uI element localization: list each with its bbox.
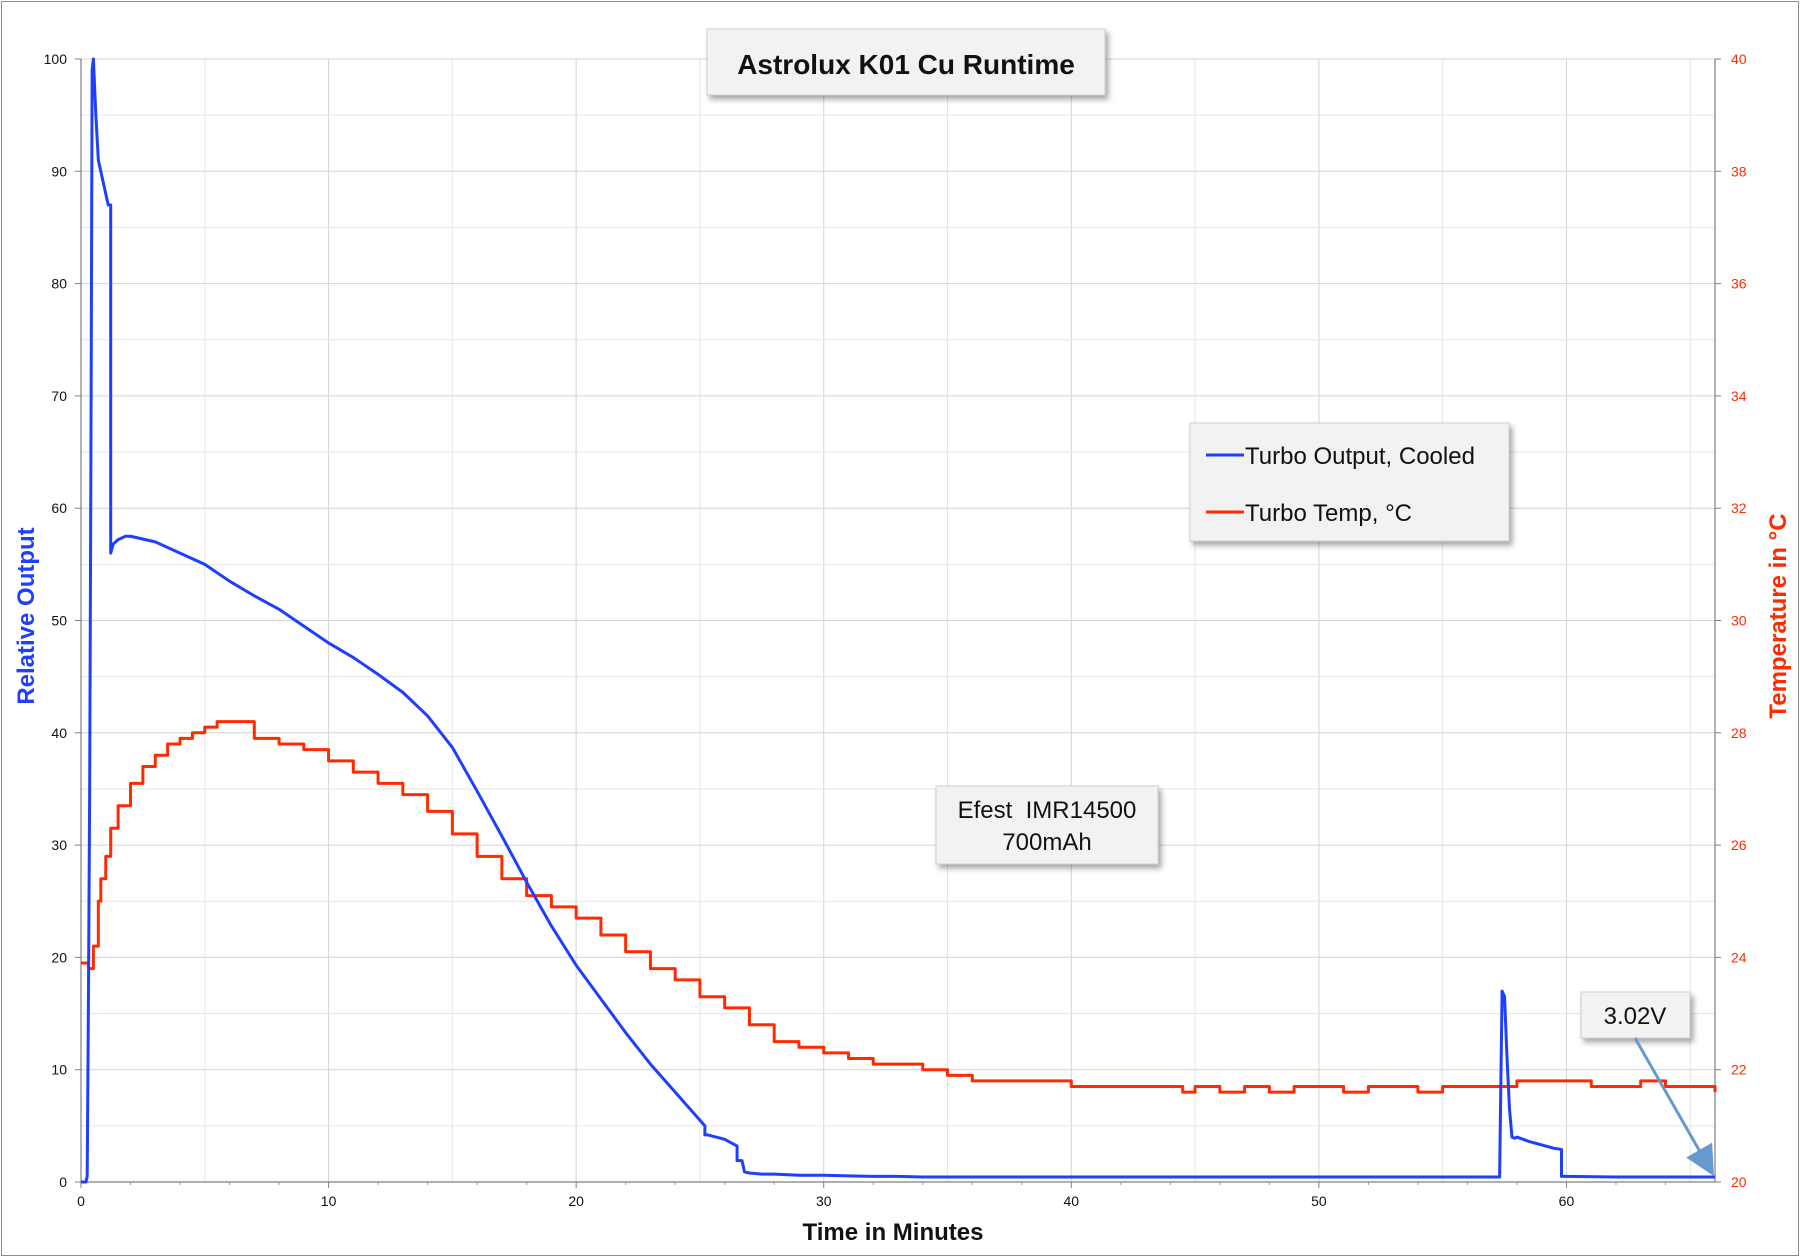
y2-tick-label: 40 (1731, 51, 1747, 67)
y2-axis-title: Temperature in °C (1765, 513, 1792, 718)
voltage-annotation-box (1580, 991, 1691, 1039)
y-tick-label: 30 (51, 837, 67, 853)
y2-tick-label: 36 (1731, 276, 1747, 292)
x-tick-label: 60 (1559, 1193, 1575, 1209)
x-tick-label: 20 (568, 1193, 584, 1209)
chart-title-box (706, 28, 1106, 96)
legend (1189, 422, 1510, 542)
battery-annotation-line1: Efest IMR14500 (958, 797, 1137, 824)
voltage-annotation-label: 3.02V (1604, 1003, 1667, 1030)
y-tick-label: 20 (51, 949, 67, 965)
y2-tick-label: 30 (1731, 613, 1747, 629)
legend-label-output: Turbo Output, Cooled (1245, 443, 1475, 470)
series-line-output (81, 57, 1715, 1184)
y-tick-label: 40 (51, 725, 67, 741)
y2-tick-label: 34 (1731, 388, 1747, 404)
series-line-temperature (81, 720, 1717, 1094)
battery-annotation-line2: 700mAh (1002, 829, 1091, 856)
voltage-annotation-arrow (1633, 1037, 1714, 1177)
y2-tick-label: 28 (1731, 725, 1747, 741)
y-tick-label: 50 (51, 613, 67, 629)
y-tick-label: 70 (51, 388, 67, 404)
y2-tick-label: 24 (1731, 949, 1747, 965)
y2-tick-label: 38 (1731, 163, 1747, 179)
axes: 0 10 20 30 40 50 60 0 10 20 30 40 50 60 70 80 90 100 20 22 2… (44, 51, 1747, 1209)
y2-tick-label: 26 (1731, 837, 1747, 853)
y-tick-label: 60 (51, 500, 67, 516)
grid-lines (81, 58, 1715, 1182)
y-tick-label: 90 (51, 163, 67, 179)
x-tick-label: 30 (816, 1193, 832, 1209)
x-axis-title: Time in Minutes (803, 1219, 984, 1246)
y-tick-label: 80 (51, 276, 67, 292)
y-axis-title: Relative Output (13, 527, 40, 704)
y2-tick-label: 32 (1731, 500, 1747, 516)
legend-label-temp: Turbo Temp, °C (1245, 500, 1412, 527)
x-tick-label: 0 (77, 1193, 85, 1209)
y-tick-label: 100 (44, 51, 68, 67)
series-layer (81, 57, 1717, 1184)
x-tick-label: 50 (1311, 1193, 1327, 1209)
y-tick-label: 10 (51, 1062, 67, 1078)
y-tick-label: 0 (59, 1174, 67, 1190)
battery-annotation-box (935, 785, 1159, 865)
chart-title: Astrolux K01 Cu Runtime (737, 49, 1075, 80)
x-tick-label: 10 (321, 1193, 337, 1209)
y2-tick-label: 22 (1731, 1062, 1747, 1078)
x-tick-label: 40 (1064, 1193, 1080, 1209)
y2-tick-label: 20 (1731, 1174, 1747, 1190)
